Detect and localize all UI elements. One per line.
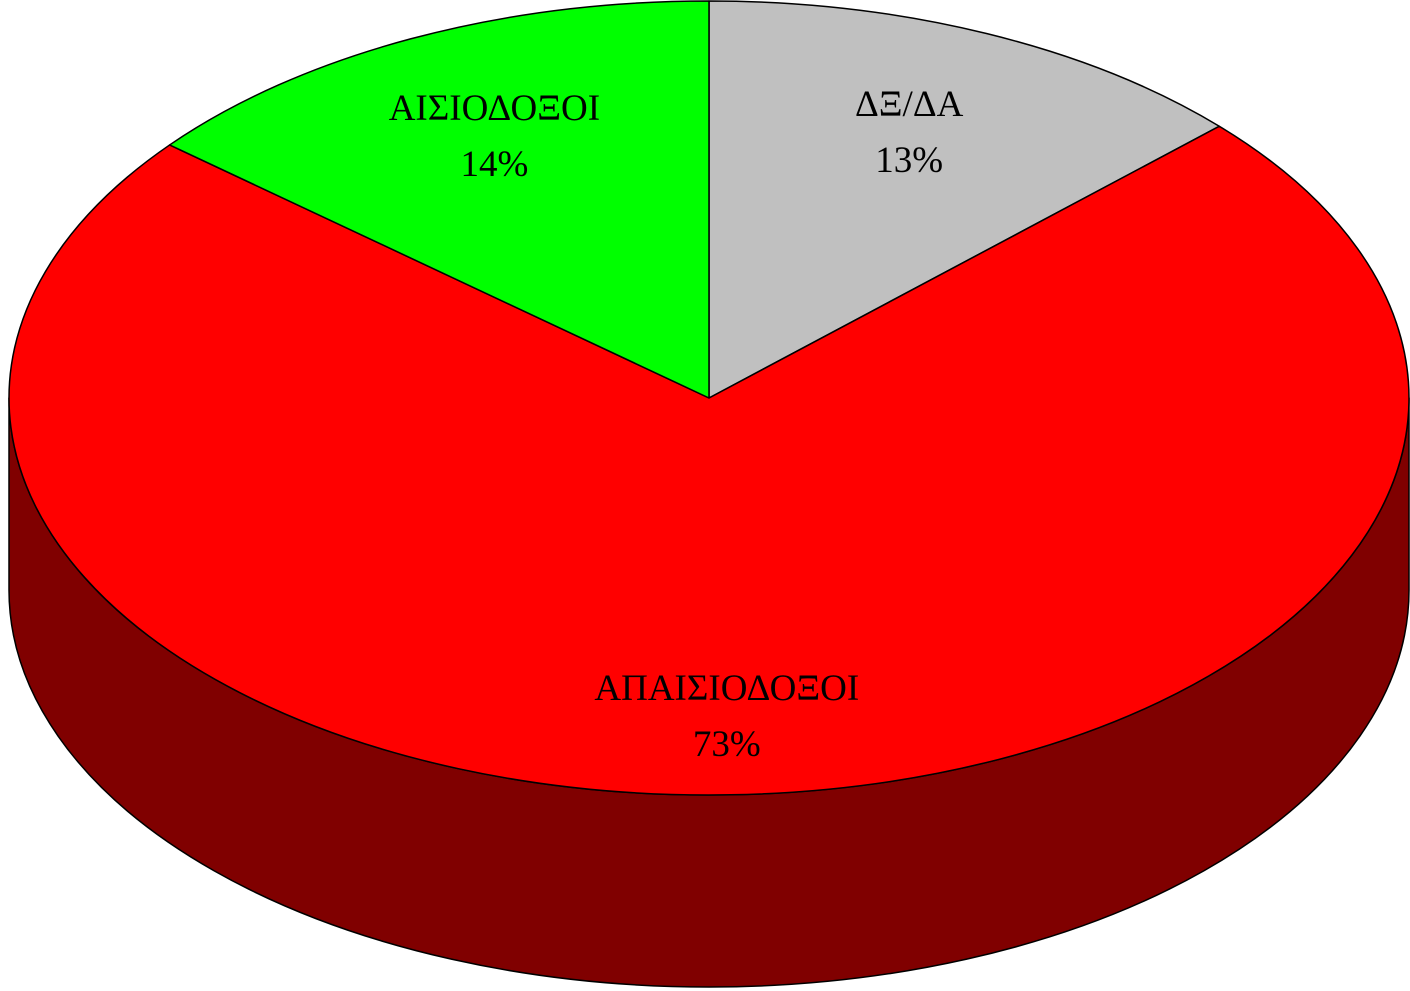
slice [8,125,1410,796]
slice-label: ΔΞ/ΔΑ [855,84,964,125]
slice-label: ΑΠΑΙΣΙΟΔΟΞΟΙ [594,668,859,709]
slice [708,0,1221,399]
slice-label: ΑΙΣΙΟΔΟΞΟΙ [389,88,600,129]
value-label: 73% [693,724,761,765]
slice [168,0,710,399]
value-label: 13% [875,140,943,181]
value-label: 14% [460,144,528,185]
